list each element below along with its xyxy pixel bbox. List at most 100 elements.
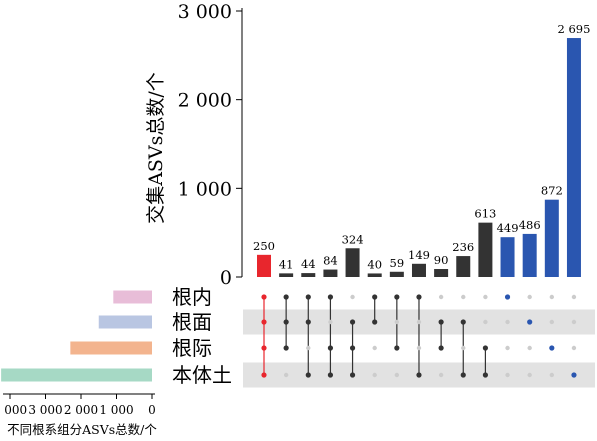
intersection-bar	[478, 222, 493, 277]
matrix-dot-active	[327, 345, 334, 351]
matrix-dot-inactive	[527, 345, 532, 351]
matrix-dot-inactive	[549, 319, 555, 325]
matrix-dot-active	[305, 319, 311, 325]
bar-value-label: 90	[434, 253, 449, 267]
matrix-dot-active	[416, 294, 422, 300]
matrix-dot-inactive	[505, 345, 510, 351]
intersection-bar	[367, 273, 382, 277]
matrix-dot-active	[571, 372, 577, 378]
membership-matrix	[261, 294, 577, 378]
set-size-tick-label: 3 000	[28, 403, 62, 417]
matrix-dot-active	[527, 319, 533, 325]
matrix-dot-active	[460, 319, 466, 325]
matrix-dot-active	[283, 294, 289, 300]
y-axis-label: 交集ASVs总数/个	[145, 72, 167, 224]
intersection-bar	[389, 271, 404, 277]
set-size-tick-label: 4 000	[0, 403, 27, 417]
y-tick-label: 0	[220, 267, 232, 289]
set-name-label: 根际	[172, 336, 212, 360]
matrix-dot-active	[283, 319, 289, 325]
bar-value-label: 149	[408, 248, 430, 262]
matrix-dot-active	[261, 294, 267, 300]
matrix-dot-inactive	[571, 294, 577, 300]
matrix-dot-inactive	[549, 372, 555, 378]
intersection-bar	[323, 269, 338, 277]
set-size-bar	[70, 341, 152, 355]
set-size-tick-label: 0	[148, 403, 156, 417]
matrix-dot-inactive	[461, 294, 466, 300]
intersection-bar	[279, 273, 294, 277]
matrix-dot-active	[372, 319, 378, 325]
y-tick-label: 3 000	[178, 1, 232, 23]
bar-value-label: 84	[323, 254, 338, 268]
bar-value-label: 250	[253, 239, 275, 253]
matrix-dot-inactive	[461, 345, 466, 351]
intersection-bar	[434, 269, 449, 277]
set-size-bar	[1, 368, 152, 382]
matrix-dot-inactive	[372, 345, 377, 351]
matrix-dot-active	[394, 345, 400, 351]
matrix-dot-active	[460, 372, 466, 378]
intersection-bar	[566, 38, 581, 277]
bar-value-label: 44	[301, 257, 316, 271]
matrix-dot-active	[327, 294, 334, 300]
matrix-dot-inactive	[571, 319, 577, 325]
bar-value-label: 449	[497, 221, 519, 235]
set-size-tick-label: 2 000	[64, 403, 98, 417]
matrix-dot-active	[549, 345, 555, 351]
bar-value-label: 41	[279, 257, 294, 271]
y-tick-label: 1 000	[178, 178, 232, 200]
matrix-dot-active	[416, 372, 422, 378]
matrix-dot-active	[504, 294, 511, 300]
set-name-label: 根内	[172, 285, 212, 309]
matrix-dot-inactive	[416, 319, 422, 325]
matrix-dot-inactive	[350, 294, 355, 300]
matrix-dot-inactive	[505, 319, 510, 325]
matrix-dot-inactive	[328, 319, 333, 325]
matrix-dot-inactive	[483, 319, 488, 325]
intersection-bar	[522, 233, 537, 277]
matrix-dot-active	[438, 345, 444, 351]
intersection-y-axis: 0 1 000 2 000 3 000	[178, 1, 243, 289]
matrix-dot-inactive	[372, 372, 377, 378]
matrix-dot-active	[349, 319, 356, 325]
matrix-dot-active	[349, 372, 356, 378]
intersection-bar	[411, 263, 426, 277]
set-name-label: 根面	[172, 310, 212, 334]
bar-value-label: 59	[390, 256, 405, 270]
matrix-dot-inactive	[416, 345, 422, 351]
matrix-dot-inactive	[527, 294, 532, 300]
set-size-bars	[1, 290, 152, 382]
set-size-bar	[98, 315, 152, 329]
bar-value-label: 486	[519, 218, 541, 232]
matrix-dot-active	[349, 345, 356, 351]
intersection-bar	[456, 256, 471, 277]
matrix-dot-active	[261, 319, 267, 325]
matrix-dot-inactive	[438, 372, 444, 378]
intersection-bar	[544, 199, 559, 277]
matrix-dot-inactive	[571, 345, 577, 351]
bar-value-label: 613	[474, 207, 496, 221]
intersection-bar	[345, 248, 360, 277]
matrix-dot-active	[394, 294, 400, 300]
set-size-axis-label: 不同根系组分ASVs总数/个	[7, 422, 157, 437]
set-name-label: 本体土	[172, 363, 232, 387]
matrix-dot-active	[305, 294, 311, 300]
intersection-bar	[301, 273, 316, 277]
matrix-dot-inactive	[394, 319, 400, 325]
matrix-dot-active	[261, 345, 267, 351]
bar-value-label: 2 695	[557, 22, 590, 36]
matrix-dot-inactive	[283, 372, 289, 378]
matrix-dot-active	[372, 294, 378, 300]
matrix-dot-active	[438, 319, 444, 325]
y-tick-label: 2 000	[178, 90, 232, 112]
matrix-dot-inactive	[483, 294, 488, 300]
matrix-dot-active	[305, 372, 311, 378]
intersection-bar	[500, 237, 515, 277]
matrix-dot-active	[482, 372, 488, 378]
bar-value-label: 324	[342, 232, 364, 246]
set-size-bar	[113, 290, 152, 304]
